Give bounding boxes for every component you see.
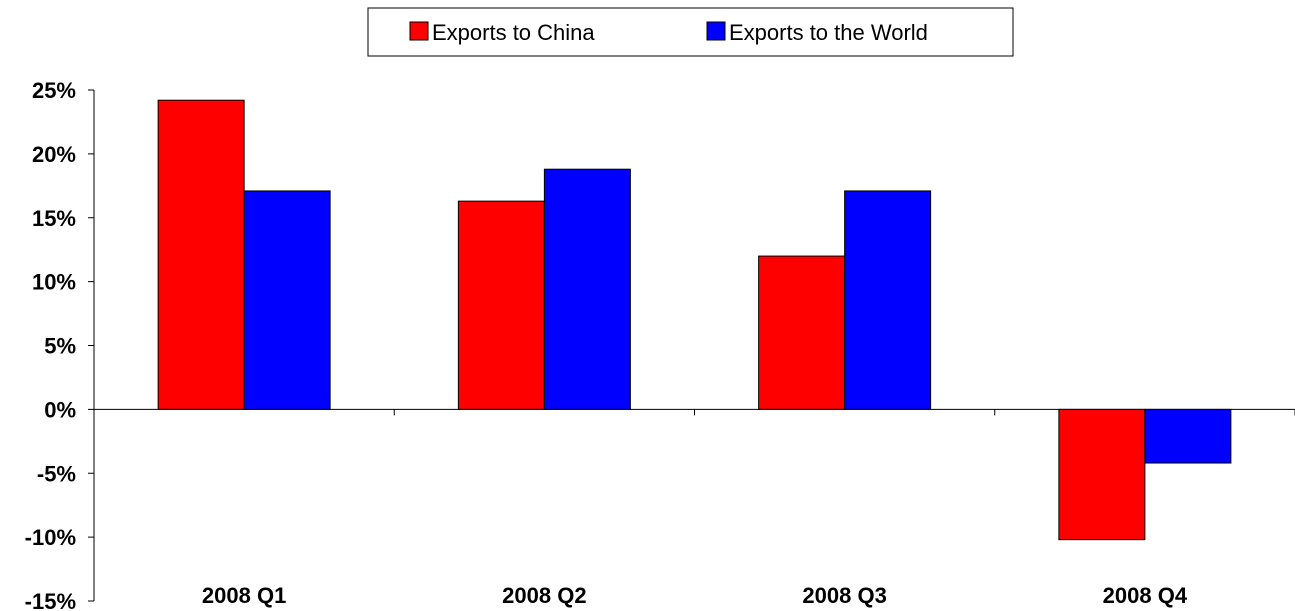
x-tick-label: 2008 Q4 [1103,583,1188,608]
bars [157,99,1232,541]
x-tick-label: 2008 Q3 [802,583,886,608]
x-tick-labels: 2008 Q1 2008 Q2 2008 Q3 2008 Q4 [202,583,1188,608]
legend-label-exports-to-china: Exports to China [432,20,595,45]
y-tick-label: 20% [32,142,76,167]
legend-label-exports-to-the-world: Exports to the World [729,20,928,45]
bar-exports-to-the-world-2008-q3 [844,190,932,410]
y-tick-label: 10% [32,270,76,295]
y-tick-label: 0% [44,397,76,422]
bar-exports-to-the-world-2008-q2 [543,168,631,410]
legend-box [367,7,1014,57]
x-axis [94,408,1295,416]
legend-swatch-exports-to-the-world [706,21,726,41]
bar-exports-to-china-2008-q1 [157,99,245,410]
y-tick-label: 5% [44,334,76,359]
legend-swatch-exports-to-china [409,21,429,41]
y-tick-label: 15% [32,206,76,231]
x-tick-label: 2008 Q2 [502,583,586,608]
y-tick-label: -10% [25,525,76,550]
bar-exports-to-china-2008-q2 [457,200,545,410]
chart-legend: Exports to China Exports to the World [367,7,1014,57]
bar-exports-to-the-world-2008-q4 [1144,408,1232,464]
y-tick-label: 25% [32,78,76,103]
y-tick-label: -5% [37,461,76,486]
y-tick-label: -15% [25,589,76,611]
y-axis: -15% -10% -5% 0% 5% 10% 15% 20% 25% [25,78,95,611]
x-tick-label: 2008 Q1 [202,583,286,608]
bar-exports-to-the-world-2008-q1 [243,190,331,410]
bar-exports-to-china-2008-q3 [758,255,846,410]
bar-exports-to-china-2008-q4 [1058,408,1146,541]
